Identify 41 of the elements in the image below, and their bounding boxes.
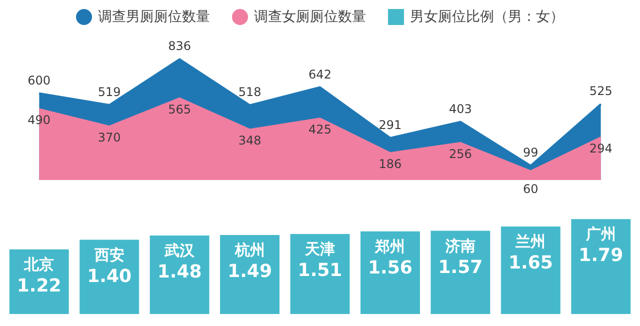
data-label: 403 [448, 102, 472, 116]
data-label: 565 [168, 102, 192, 116]
data-label: 425 [308, 122, 332, 137]
data-label: 99 [523, 146, 538, 160]
data-label: 1.48 [157, 262, 202, 283]
data-label: 518 [238, 85, 262, 100]
data-label: 1.49 [228, 261, 272, 282]
bar [571, 219, 631, 314]
data-label: 1.65 [508, 252, 553, 274]
data-label: 600 [28, 73, 51, 88]
data-label: 1.40 [87, 266, 132, 287]
data-label: 490 [28, 113, 51, 128]
data-label: 370 [98, 130, 121, 145]
data-label: 60 [523, 182, 538, 196]
x-tick-label: 西安 [93, 246, 124, 264]
bar [500, 226, 560, 314]
data-label: 1.56 [368, 257, 412, 278]
x-tick-label: 兰州 [514, 232, 546, 251]
data-label: 1.57 [438, 256, 483, 278]
x-tick-label: 广州 [584, 225, 616, 244]
x-tick-label: 济南 [444, 236, 476, 255]
data-label: 294 [589, 142, 612, 156]
data-label: 1.51 [298, 260, 342, 281]
data-label: 519 [98, 85, 121, 100]
legend-label: 调查女厕厕位数量 [254, 8, 366, 26]
data-label: 1.79 [578, 245, 624, 266]
x-tick-label: 天津 [304, 240, 335, 258]
x-tick-label: 郑州 [374, 237, 406, 256]
data-label: 348 [238, 134, 262, 148]
data-label: 525 [589, 84, 612, 98]
data-label: 1.22 [16, 275, 62, 296]
x-tick-label: 北京 [23, 255, 54, 274]
data-label: 642 [308, 67, 332, 82]
data-label: 256 [448, 147, 472, 162]
legend-label: 男女厕位比例（男：女） [410, 8, 564, 26]
legend-label: 调查男厕厕位数量 [98, 8, 210, 26]
x-tick-label: 杭州 [234, 241, 265, 260]
x-tick-label: 武汉 [164, 242, 196, 260]
data-label: 836 [168, 39, 192, 54]
data-label: 186 [378, 157, 402, 172]
data-label: 291 [378, 118, 402, 132]
